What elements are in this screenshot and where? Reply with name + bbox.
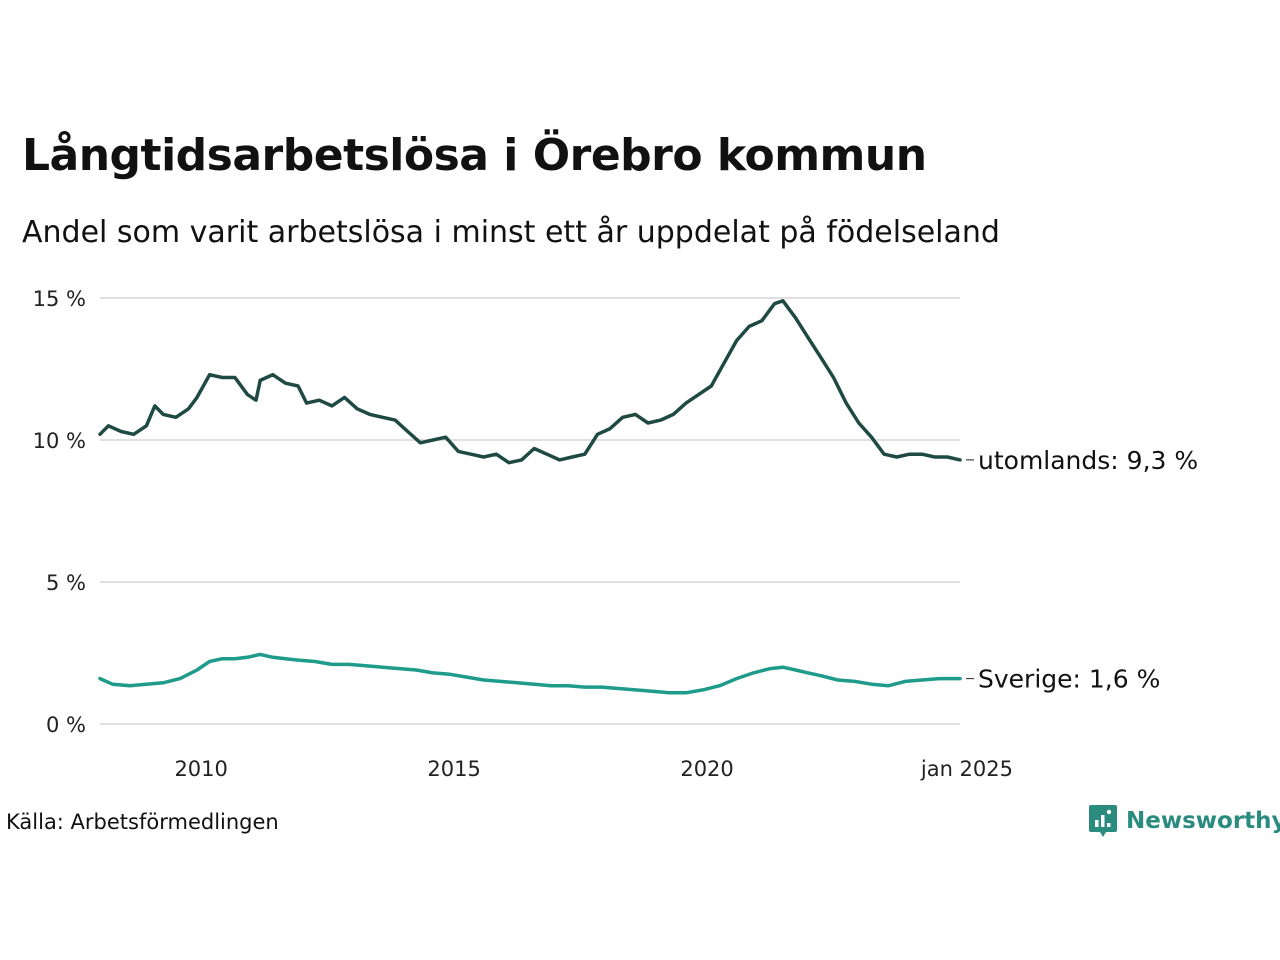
x-tick-label: 2015: [427, 757, 480, 781]
brand-logo[interactable]: Newsworthy: [1088, 803, 1280, 839]
x-axis-ticks: 2010 2015 2020 jan 2025: [174, 757, 1013, 781]
series-line-utomlands: [98, 299, 962, 465]
chart-subtitle: Andel som varit arbetslösa i minst ett å…: [22, 215, 1000, 250]
gridlines: [100, 297, 960, 725]
series-lines: [98, 299, 962, 695]
y-tick-label: 15 %: [33, 287, 86, 311]
y-tick-label: 10 %: [33, 429, 86, 453]
series-end-labels: utomlands: 9,3 % Sverige: 1,6 %: [966, 446, 1198, 694]
series-line-sverige: [98, 652, 962, 695]
brand-name: Newsworthy: [1126, 808, 1280, 834]
x-tick-label: jan 2025: [920, 757, 1013, 781]
y-tick-label: 5 %: [46, 571, 86, 595]
newsworthy-logo-icon: [1089, 805, 1117, 837]
x-tick-label: 2020: [680, 757, 733, 781]
x-tick-label: 2010: [174, 757, 227, 781]
chart-title: Långtidsarbetslösa i Örebro kommun: [22, 130, 927, 181]
y-axis-ticks: 0 % 5 % 10 % 15 %: [33, 287, 86, 737]
source-note: Källa: Arbetsförmedlingen: [6, 810, 279, 834]
series-end-label: Sverige: 1,6 %: [978, 665, 1160, 694]
series-end-label: utomlands: 9,3 %: [978, 446, 1198, 475]
y-tick-label: 0 %: [46, 713, 86, 737]
